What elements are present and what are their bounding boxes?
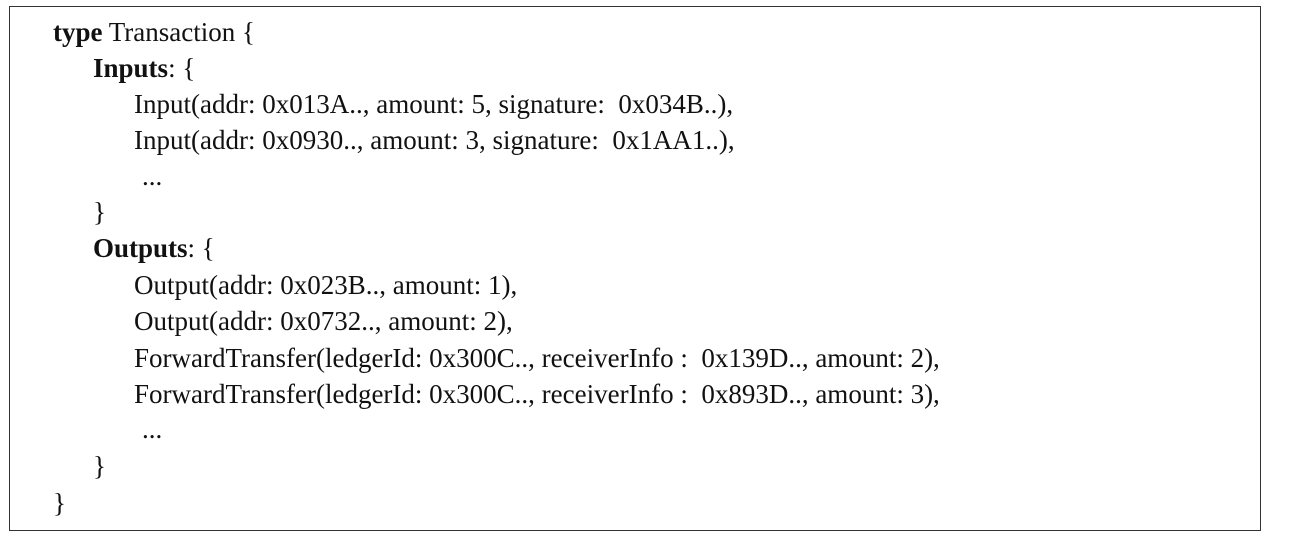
inputs-block-header: Inputs: { [93, 51, 195, 85]
input-entry: Input(addr: 0x0930.., amount: 3, signatu… [134, 125, 735, 155]
type-name: Transaction { [102, 17, 255, 47]
outputs-block-header: Outputs: { [93, 231, 215, 265]
transaction-type-definition: type Transaction { Inputs: { Input(addr:… [10, 7, 1260, 530]
type-keyword: type [53, 17, 103, 47]
outputs-ellipsis: ... [142, 414, 163, 444]
input-entry: Input(addr: 0x013A.., amount: 5, signatu… [134, 89, 734, 119]
output-entry: Output(addr: 0x0732.., amount: 2), [134, 306, 513, 336]
inputs-open-brace: : { [168, 53, 196, 83]
outputs-close-brace: } [93, 451, 106, 481]
output-entry: Output(addr: 0x023B.., amount: 1), [134, 270, 518, 300]
type-close-brace: } [53, 488, 66, 518]
inputs-close-brace: } [93, 197, 106, 227]
inputs-keyword: Inputs [93, 53, 169, 83]
outputs-keyword: Outputs [93, 233, 188, 263]
forward-transfer-entry: ForwardTransfer(ledgerId: 0x300C.., rece… [134, 379, 940, 409]
type-declaration-line: type Transaction { [53, 15, 255, 49]
forward-transfer-entry: ForwardTransfer(ledgerId: 0x300C.., rece… [134, 343, 940, 373]
inputs-ellipsis: ... [142, 161, 163, 191]
outputs-open-brace: : { [187, 233, 215, 263]
code-listing-frame: type Transaction { Inputs: { Input(addr:… [9, 6, 1261, 531]
